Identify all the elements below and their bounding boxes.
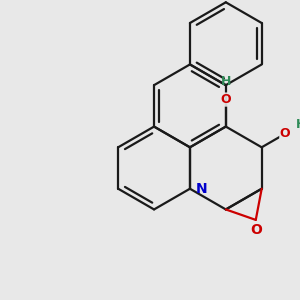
Text: H: H bbox=[296, 118, 300, 131]
Text: N: N bbox=[196, 182, 208, 196]
Text: O: O bbox=[280, 127, 290, 140]
Text: O: O bbox=[220, 93, 231, 106]
Text: H: H bbox=[220, 75, 231, 88]
Text: O: O bbox=[250, 223, 262, 237]
